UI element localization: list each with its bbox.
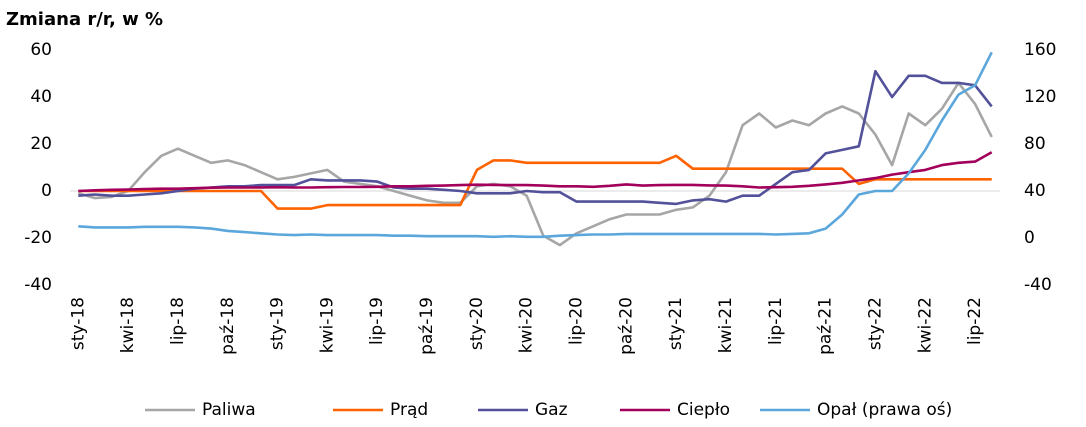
legend-label: Gaz [535,400,568,420]
x-tick-label: kwi-22 [915,297,935,353]
x-tick-label: paź-19 [417,297,437,355]
x-tick-label: paź-20 [616,297,636,355]
x-tick-label: lip-19 [367,297,387,345]
legend-label: Prąd [390,400,428,420]
x-tick-label: sty-21 [666,297,686,350]
x-tick-label: sty-18 [68,297,88,350]
series-line [78,69,993,206]
series-line [78,151,993,193]
y2-tick-label: 160 [1024,40,1056,60]
x-tick-label: lip-20 [567,297,587,345]
y2-tick-label: 40 [1024,181,1046,201]
x-tick-label: lip-18 [168,297,188,345]
x-tick-label: paź-18 [218,297,238,355]
x-tick-label: kwi-21 [716,297,736,353]
y-tick-label: -40 [24,275,52,295]
series-line [77,81,993,247]
x-tick-label: sty-22 [865,297,885,350]
y2-tick-label: -40 [1024,275,1052,295]
y-tick-label: 40 [30,87,52,107]
x-tick-label: kwi-19 [317,297,337,353]
y-tick-label: 20 [30,134,52,154]
x-tick-label: kwi-20 [517,297,537,353]
chart-title: Zmiana r/r, w % [6,9,163,30]
y-tick-label: 0 [41,181,52,201]
x-tick-label: lip-21 [766,297,786,345]
x-tick-label: sty-20 [467,297,487,350]
legend-label: Ciepło [677,400,730,420]
legend-label: Opał (prawa oś) [817,400,952,420]
series-line [78,154,992,210]
series-line [78,51,993,239]
legend-label: Paliwa [202,400,256,420]
x-tick-label: lip-22 [965,297,985,345]
y-tick-label: 60 [30,40,52,60]
y2-tick-label: 120 [1024,87,1056,107]
x-tick-label: paź-21 [816,297,836,355]
x-tick-label: kwi-18 [118,297,138,353]
y2-tick-label: 80 [1024,134,1046,154]
x-tick-label: sty-19 [268,297,288,350]
y-tick-label: -20 [24,228,52,248]
y2-tick-label: 0 [1024,228,1035,248]
